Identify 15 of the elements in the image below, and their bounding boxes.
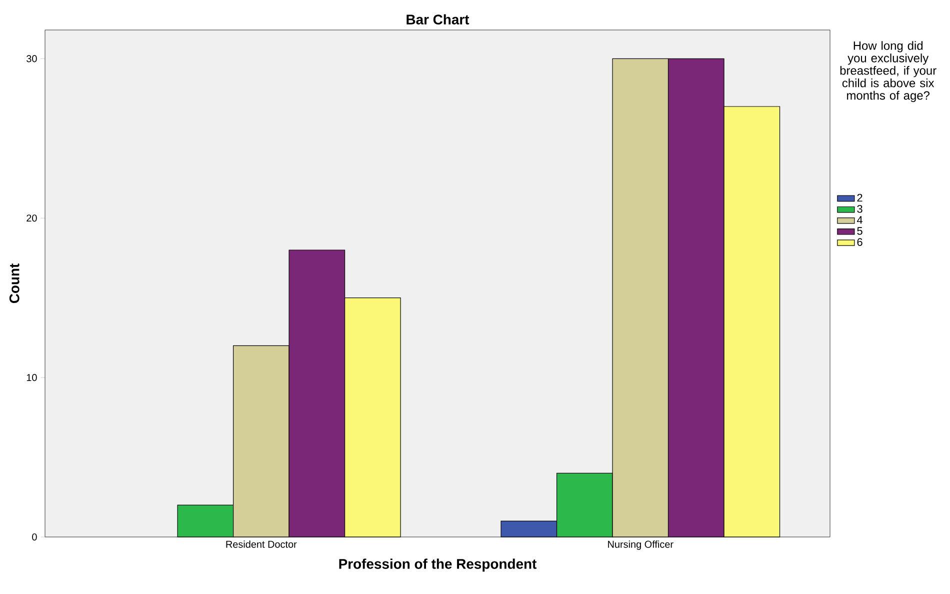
legend-label: 5: [857, 227, 862, 235]
chart-title: Bar Chart: [406, 14, 470, 24]
x-tick-label: Nursing Officer: [608, 540, 674, 550]
legend-label: 4: [856, 216, 862, 224]
x-tick-label: Resident Doctor: [226, 540, 297, 548]
y-tick-label: 30: [26, 55, 37, 62]
legend-title: How long did you exclusively breastfeed, if your child is above six months of age?: [840, 41, 936, 102]
legend-label: 6: [857, 238, 862, 246]
y-tick-label: 20: [26, 214, 37, 222]
y-axis-title: Count: [9, 264, 20, 304]
y-tick-label: 0: [32, 533, 37, 541]
legend-label: 2: [857, 194, 862, 202]
y-tick-label: 10: [26, 374, 37, 382]
legend-label: 3: [857, 205, 862, 213]
x-axis-title: Profession of the Respondent: [339, 558, 537, 572]
